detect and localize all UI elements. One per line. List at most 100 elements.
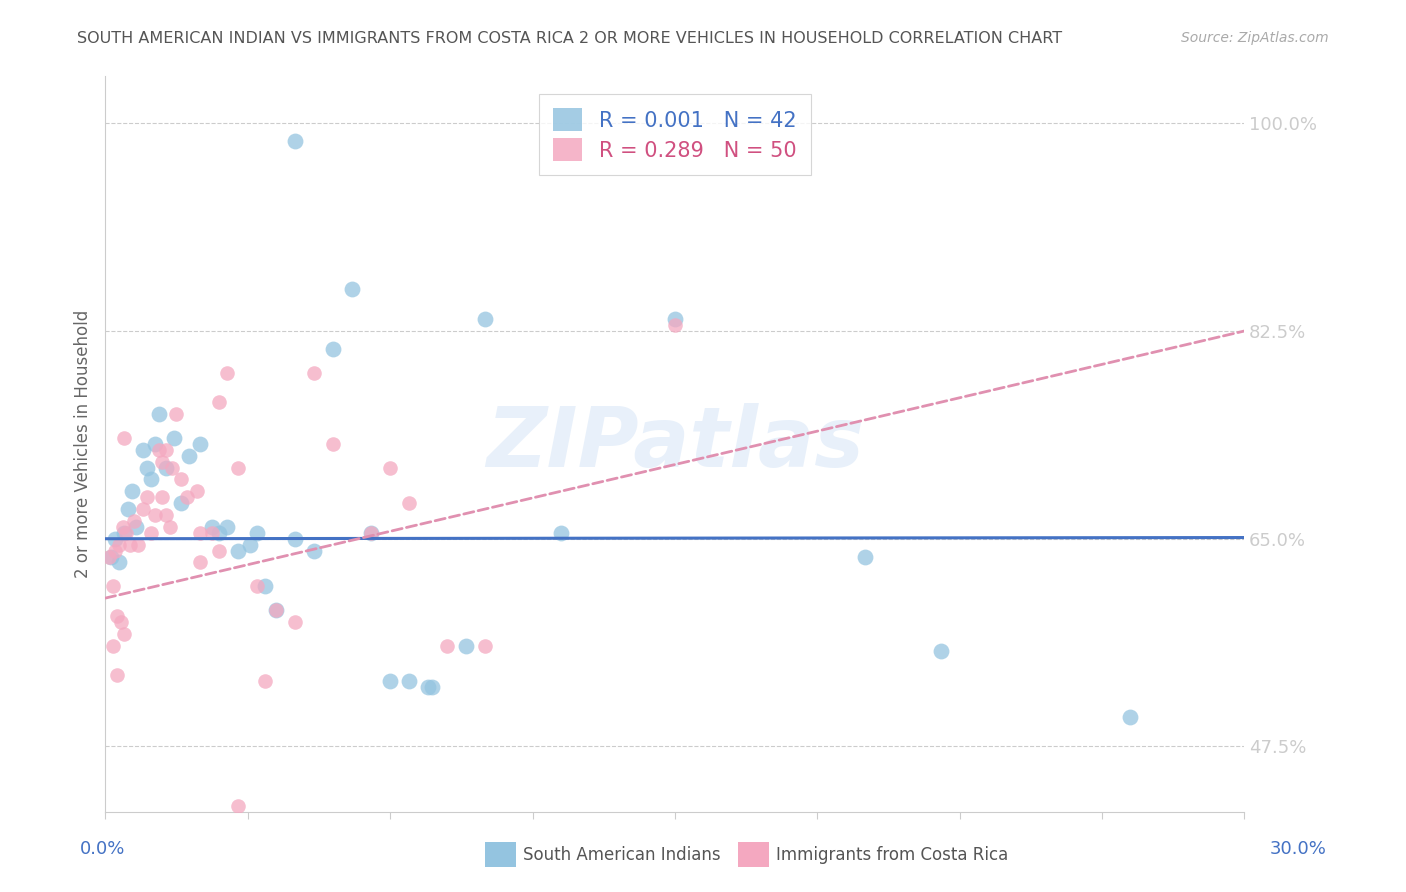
Point	[100, 549, 122, 564]
Point	[398, 496, 420, 510]
Point	[550, 525, 572, 540]
Point	[104, 532, 127, 546]
Point	[139, 525, 162, 540]
Point	[436, 639, 458, 653]
Point	[114, 431, 135, 445]
Point	[136, 490, 159, 504]
Point	[132, 442, 155, 457]
Point	[160, 460, 183, 475]
Point	[360, 525, 382, 540]
Point	[125, 520, 148, 534]
Point	[165, 407, 187, 421]
Point	[105, 668, 128, 682]
Point	[107, 538, 129, 552]
Point	[155, 460, 177, 475]
Point	[117, 502, 139, 516]
Point	[284, 134, 307, 148]
Point	[246, 579, 269, 593]
Point	[105, 608, 128, 623]
Point	[148, 407, 170, 421]
Point	[176, 490, 198, 504]
Point	[420, 680, 443, 694]
Legend: R = 0.001   N = 42, R = 0.289   N = 50: R = 0.001 N = 42, R = 0.289 N = 50	[538, 94, 811, 176]
Point	[228, 543, 250, 558]
Point	[127, 538, 149, 552]
Point	[416, 680, 439, 694]
Point	[454, 639, 477, 653]
Point	[115, 525, 138, 540]
Point	[155, 442, 177, 457]
Point	[1119, 710, 1142, 724]
Point	[208, 525, 231, 540]
Point	[228, 460, 250, 475]
Point	[228, 798, 250, 813]
Point	[322, 342, 344, 356]
Point	[148, 442, 170, 457]
Point	[110, 615, 132, 629]
Point	[136, 460, 159, 475]
Point	[474, 312, 496, 326]
Point	[284, 615, 307, 629]
Point	[264, 603, 288, 617]
Y-axis label: 2 or more Vehicles in Household: 2 or more Vehicles in Household	[73, 310, 91, 578]
Text: Immigrants from Costa Rica: Immigrants from Costa Rica	[776, 846, 1008, 863]
Point	[114, 626, 135, 640]
Point	[152, 490, 174, 504]
Point	[853, 549, 876, 564]
Point	[152, 454, 174, 468]
Point	[264, 603, 288, 617]
Point	[104, 543, 127, 558]
Point	[170, 496, 193, 510]
Text: Source: ZipAtlas.com: Source: ZipAtlas.com	[1181, 31, 1329, 45]
Point	[107, 556, 129, 570]
Point	[170, 472, 193, 486]
Point	[163, 431, 186, 445]
Text: SOUTH AMERICAN INDIAN VS IMMIGRANTS FROM COSTA RICA 2 OR MORE VEHICLES IN HOUSEH: SOUTH AMERICAN INDIAN VS IMMIGRANTS FROM…	[77, 31, 1063, 46]
Point	[378, 674, 402, 689]
Point	[246, 525, 269, 540]
Text: 30.0%: 30.0%	[1270, 840, 1326, 858]
Point	[121, 484, 143, 499]
Point	[284, 532, 307, 546]
Point	[253, 674, 276, 689]
Point	[398, 674, 420, 689]
Point	[378, 460, 402, 475]
Point	[664, 312, 686, 326]
Point	[155, 508, 177, 522]
Point	[101, 579, 124, 593]
Point	[143, 508, 166, 522]
Point	[143, 436, 166, 450]
Text: 0.0%: 0.0%	[80, 840, 125, 858]
Point	[201, 520, 224, 534]
Point	[114, 525, 135, 540]
Point	[122, 514, 145, 528]
Point	[139, 472, 162, 486]
Point	[98, 549, 121, 564]
Point	[188, 556, 211, 570]
Text: South American Indians: South American Indians	[523, 846, 721, 863]
Point	[304, 543, 326, 558]
Point	[239, 538, 262, 552]
Point	[253, 579, 276, 593]
Point	[664, 318, 686, 332]
Point	[201, 525, 224, 540]
Point	[208, 395, 231, 409]
Point	[929, 644, 952, 658]
Point	[188, 525, 211, 540]
Point	[208, 543, 231, 558]
Text: ZIPatlas: ZIPatlas	[486, 403, 863, 484]
Point	[360, 525, 382, 540]
Point	[159, 520, 181, 534]
Point	[322, 436, 344, 450]
Point	[132, 502, 155, 516]
Point	[215, 366, 238, 380]
Point	[177, 449, 200, 463]
Point	[101, 639, 124, 653]
Point	[120, 538, 142, 552]
Point	[304, 366, 326, 380]
Point	[186, 484, 208, 499]
Point	[111, 520, 134, 534]
Point	[215, 520, 238, 534]
Point	[340, 283, 363, 297]
Point	[188, 436, 211, 450]
